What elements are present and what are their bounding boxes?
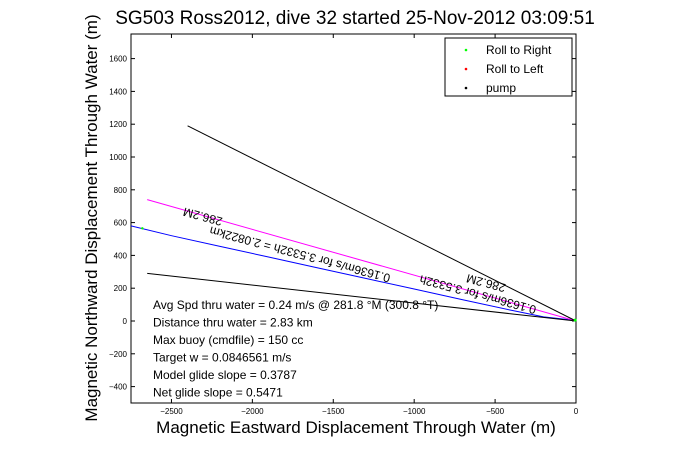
chart-title: SG503 Ross2012, dive 32 started 25-Nov-2… xyxy=(115,8,595,29)
x-axis-label: Magnetic Eastward Displacement Through W… xyxy=(156,418,556,437)
y-tick-label: 1400 xyxy=(109,87,127,96)
x-tick-label: −500 xyxy=(486,407,505,416)
y-axis-label: Magnetic Northward Displacement Through … xyxy=(82,14,101,421)
legend: Roll to Right Roll to Left pump xyxy=(444,37,573,97)
y-tick-label: −200 xyxy=(109,350,128,359)
annotation-line: Distance thru water = 2.83 km xyxy=(153,316,313,330)
legend-marker xyxy=(464,67,468,71)
series-line-1 xyxy=(147,199,577,322)
line-label: 0.1636m/s for 3.5332h = 2.0822km xyxy=(208,223,392,285)
series-line-2 xyxy=(187,125,577,322)
annotation-line: Avg Spd thru water = 0.24 m/s @ 281.8 °M… xyxy=(153,298,438,312)
series-line-0 xyxy=(130,225,577,322)
legend-label: Roll to Left xyxy=(486,62,544,76)
y-tick-label: 200 xyxy=(114,284,128,293)
y-ticks: −400 −200 0 200 400 600 800 1000 1200 1400 1600 xyxy=(109,55,576,392)
annotation-line: Net glide slope = 0.5471 xyxy=(153,386,283,400)
y-tick-label: 1000 xyxy=(109,153,127,162)
roll-right-marker xyxy=(141,227,144,230)
series-layer xyxy=(130,125,577,322)
x-tick-label: −2000 xyxy=(241,407,264,416)
y-tick-label: 1200 xyxy=(109,120,127,129)
y-tick-label: 600 xyxy=(114,219,128,228)
annotation-line: Max buoy (cmdfile) = 150 cc xyxy=(153,333,303,347)
legend-box xyxy=(444,37,573,97)
x-tick-label: −2500 xyxy=(160,407,183,416)
x-ticks: −2500 −2000 −1500 −1000 −500 0 xyxy=(160,34,579,416)
line-label: 286.2M xyxy=(182,205,224,229)
annotation-line: Model glide slope = 0.3787 xyxy=(153,368,297,382)
y-tick-label: 400 xyxy=(114,251,128,260)
annotation-line: Target w = 0.0846561 m/s xyxy=(153,351,291,365)
x-tick-label: −1000 xyxy=(403,407,426,416)
x-tick-label: −1500 xyxy=(322,407,345,416)
legend-marker xyxy=(464,48,468,52)
axes-frame xyxy=(130,33,577,404)
legend-label: Roll to Right xyxy=(486,43,552,57)
y-tick-label: 1600 xyxy=(109,55,127,64)
roll-right-marker xyxy=(573,318,577,322)
annotation-block: Avg Spd thru water = 0.24 m/s @ 281.8 °M… xyxy=(153,298,438,400)
legend-marker xyxy=(464,86,468,90)
series-line-3 xyxy=(147,272,577,322)
x-tick-label: 0 xyxy=(574,407,579,416)
legend-label: pump xyxy=(486,81,516,95)
y-tick-label: −400 xyxy=(109,383,128,392)
y-tick-label: 800 xyxy=(114,186,128,195)
y-tick-label: 0 xyxy=(123,317,128,326)
